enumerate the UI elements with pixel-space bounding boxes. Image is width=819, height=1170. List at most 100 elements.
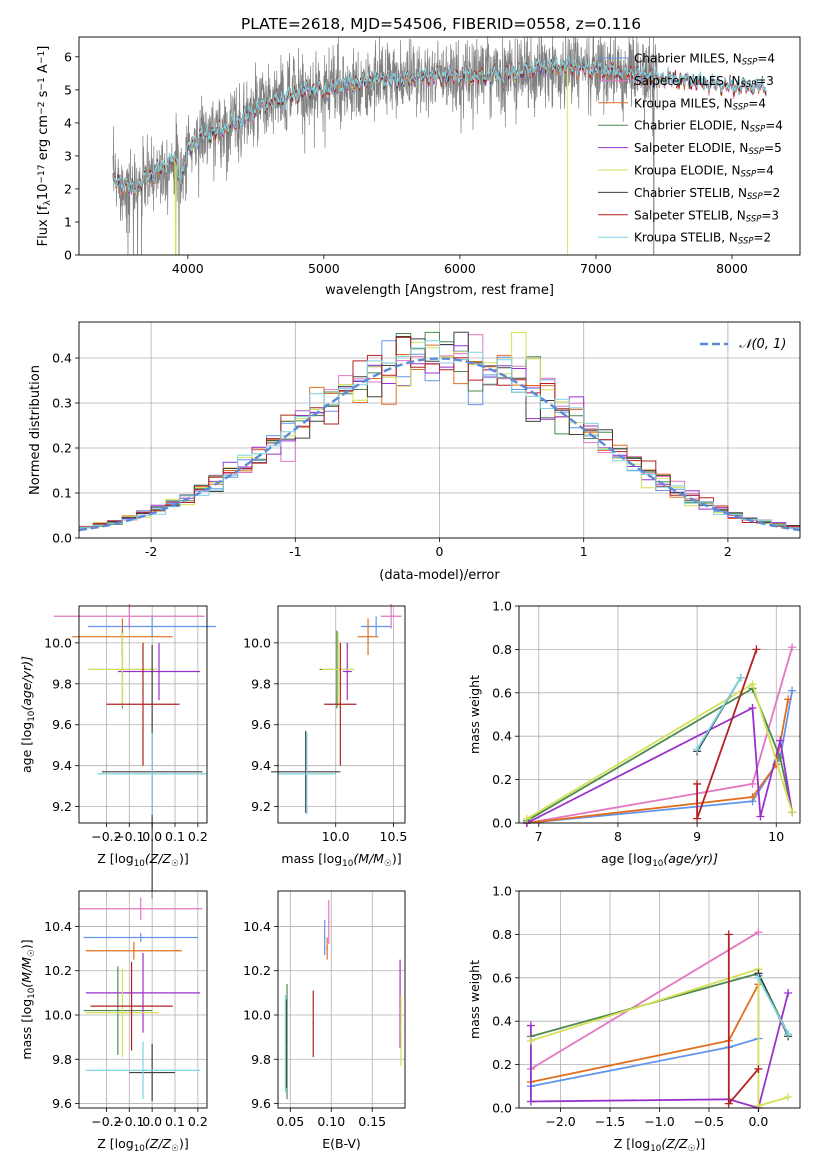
weight-marker — [748, 779, 757, 788]
grid-lines — [278, 891, 405, 1108]
x-axis-label: mass [log10(M/M☉)] — [281, 851, 401, 869]
axes-frame — [78, 36, 801, 256]
x-tick-label: 0 — [436, 544, 444, 559]
x-tick-label: −0.1 — [114, 829, 144, 844]
residual-histogram-panel: -2 -1 0 1 2 0.0 0.1 0.2 0.3 0.4 𝒩(0, 1) (data-model… — [28, 321, 801, 583]
y-tick-label: 0.0 — [492, 816, 512, 831]
plot-area — [79, 331, 800, 532]
y-tick-label: 0.2 — [492, 772, 512, 787]
legend-label: Chabrier STELIB, NSSP=2 — [634, 186, 780, 202]
y-tick-label: 0.1 — [52, 486, 72, 501]
data-point — [139, 936, 142, 939]
x-tick-label: -2 — [145, 544, 157, 559]
plot-area — [112, 37, 767, 255]
data-point — [337, 668, 339, 671]
y-tick-label: 6 — [64, 49, 72, 64]
legend-label: Chabrier MILES, NSSP=4 — [634, 52, 775, 68]
x-tick-label: −0.5 — [694, 1114, 724, 1129]
y-tick-label: 0.4 — [492, 729, 512, 744]
y-tick-label: 10.4 — [243, 919, 271, 934]
x-tick-label: 10.0 — [322, 829, 350, 844]
weight-marker — [754, 928, 763, 937]
x-tick-label: −0.2 — [91, 1114, 121, 1129]
y-tick-label: 9.8 — [251, 676, 271, 691]
plot-area — [271, 603, 402, 815]
age-vs-metallicity-panel: −0.2−0.10.0 0.1 0.2 9.2 9.4 9.6 9.8 10.0 Z [log1… — [19, 603, 217, 899]
plot-area — [526, 928, 793, 1112]
weight-marker — [784, 1093, 793, 1102]
mass-vs-metallicity-panel: −0.2−0.10.0 0.1 0.2 9.6 9.8 10.0 10.2 10.4 Z [lo… — [19, 890, 208, 1154]
y-tick-label: 9.8 — [251, 1052, 271, 1067]
axes-frame — [518, 605, 801, 824]
x-tick-label: 6000 — [444, 261, 476, 276]
weight-marker — [693, 779, 702, 788]
y-tick-label: 9.2 — [52, 799, 72, 814]
legend-label: 𝒩(0, 1) — [739, 337, 786, 352]
ticks: 10.0 10.5 9.2 9.4 9.6 9.8 10.0 — [243, 635, 407, 844]
weight-vs-metallicity-panel: −2.0 −1.5 −1.0 −0.5 0.0 0.0 0.2 0.4 0.6 0.8 1.0 Z [… — [467, 884, 801, 1154]
y-tick-label: 10.4 — [44, 919, 72, 934]
weight-line — [530, 983, 760, 1083]
x-tick-label: 4000 — [172, 261, 204, 276]
weight-line — [530, 975, 760, 1088]
mass-vs-ebv-panel: 0.05 0.10 0.15 9.6 9.8 10.0 10.2 10.4 E(B-V) — [243, 890, 406, 1151]
y-tick-label: 0.4 — [52, 351, 72, 366]
data-point — [151, 625, 153, 628]
y-tick-label: 5 — [64, 82, 72, 97]
x-tick-label: 0.05 — [276, 1114, 304, 1129]
y-tick-label: 0.2 — [492, 1057, 512, 1072]
age-vs-mass-panel: 10.0 10.5 9.2 9.4 9.6 9.8 10.0 mass [log10(M/M☉… — [243, 603, 407, 869]
data-point — [328, 921, 330, 923]
figure-title: PLATE=2618, MJD=54506, FIBERID=0558, z=0… — [241, 15, 641, 33]
x-tick-label: −1.0 — [644, 1114, 674, 1129]
y-tick-label: 9.6 — [52, 717, 72, 732]
histogram-steps — [79, 336, 800, 531]
ticks: −0.2−0.10.0 0.1 0.2 9.6 9.8 10.0 10.2 10.4 — [44, 919, 208, 1129]
x-axis-label: age [log10(age/yr)] — [601, 851, 718, 869]
x-tick-label: 10.5 — [380, 829, 408, 844]
y-tick-label: 0.2 — [52, 441, 72, 456]
weight-marker — [526, 1021, 535, 1030]
y-axis-label: mass weight — [467, 960, 482, 1039]
x-tick-label: -1 — [289, 544, 301, 559]
weight-marker — [522, 814, 531, 823]
x-tick-label: 10 — [768, 829, 784, 844]
y-tick-label: 9.4 — [52, 758, 72, 773]
weight-marker — [754, 973, 763, 982]
weight-marker — [724, 930, 733, 939]
y-tick-label: 1.0 — [492, 599, 512, 614]
weight-marker — [526, 1097, 535, 1106]
axes-frame — [277, 890, 406, 1109]
y-tick-label: 9.8 — [52, 676, 72, 691]
data-point — [133, 949, 135, 952]
x-tick-label: 7 — [535, 829, 543, 844]
histogram-legend: 𝒩(0, 1) — [700, 337, 786, 352]
x-tick-label: 0.0 — [142, 829, 162, 844]
y-tick-label: 10.0 — [44, 635, 72, 650]
y-tick-label: 0.8 — [492, 927, 512, 942]
y-tick-label: 0.3 — [52, 396, 72, 411]
x-axis-label: Z [log10(Z/Z☉)] — [614, 1136, 705, 1154]
weight-line — [727, 934, 760, 1107]
legend-label: Salpeter STELIB, NSSP=3 — [634, 208, 779, 224]
plot-area — [284, 899, 402, 1100]
y-tick-label: 4 — [64, 115, 72, 130]
y-tick-label: 10.0 — [243, 635, 271, 650]
legend-label: Kroupa MILES, NSSP=4 — [634, 96, 766, 112]
x-tick-label: 8 — [614, 829, 622, 844]
y-tick-label: 1 — [64, 214, 72, 229]
y-tick-label: 3 — [64, 148, 72, 163]
x-tick-label: 0.2 — [188, 1114, 208, 1129]
data-point — [117, 1009, 119, 1012]
data-point — [375, 625, 377, 628]
data-point — [142, 1069, 144, 1072]
x-tick-label: −0.2 — [91, 829, 121, 844]
axes-frame — [78, 890, 208, 1109]
weight-marker — [693, 745, 702, 754]
legend-label: Kroupa ELODIE, NSSP=4 — [634, 164, 774, 180]
x-axis-label: wavelength [Angstrom, rest frame] — [325, 283, 554, 298]
ticks: 7 8 9 10 0.0 0.2 0.4 0.6 0.8 1.0 — [492, 599, 784, 845]
y-tick-label: 0.0 — [52, 531, 72, 546]
y-tick-label: 10.0 — [44, 1008, 72, 1023]
